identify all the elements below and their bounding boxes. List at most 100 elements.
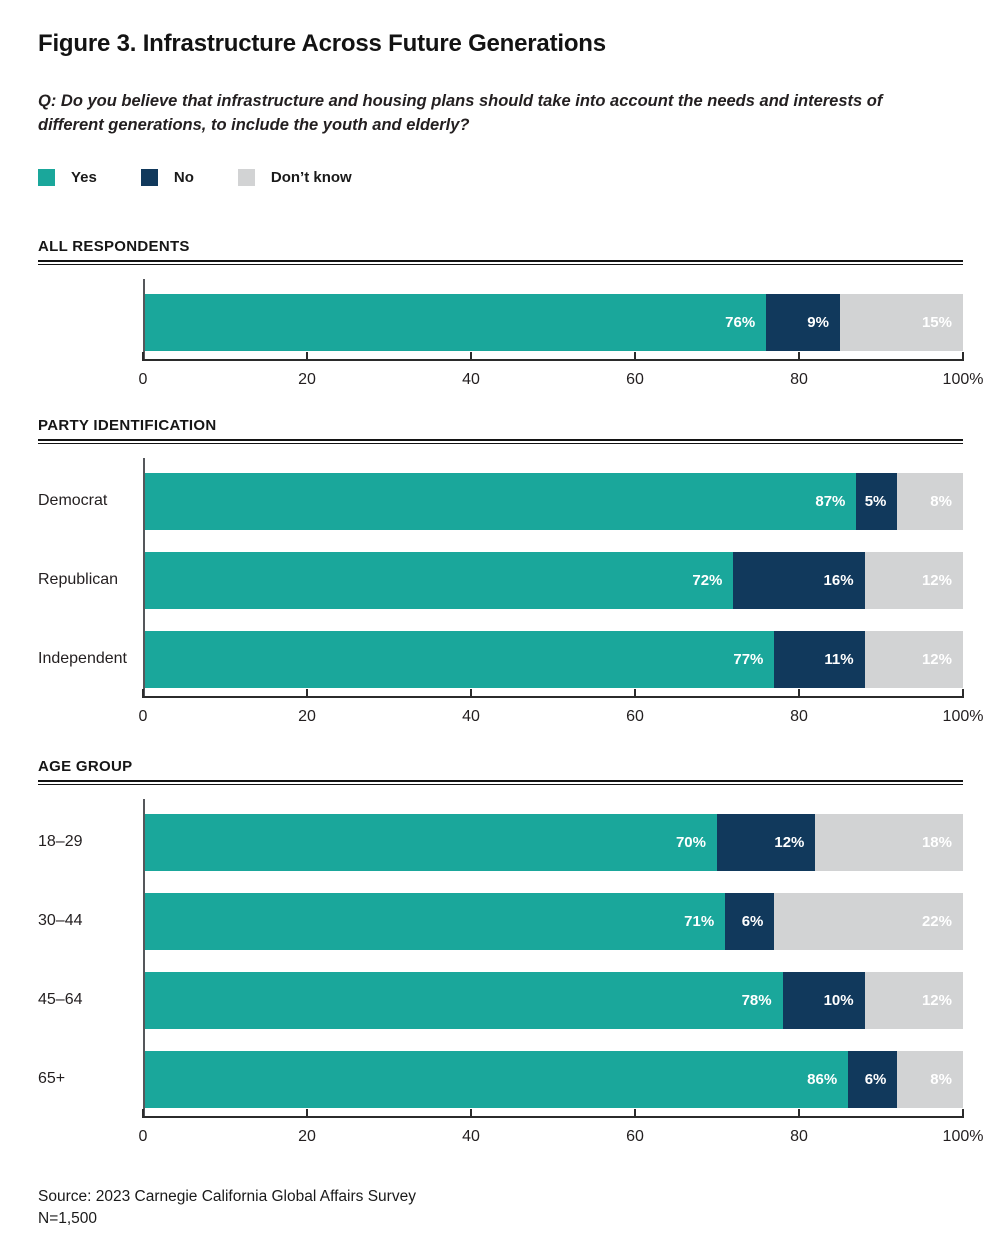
- axis-tick: [962, 1108, 964, 1118]
- axis-tick: [142, 351, 144, 361]
- stacked-bar: 78% 10% 12%: [143, 971, 963, 1029]
- axis-tick: [798, 1108, 800, 1118]
- x-axis-line: [142, 688, 964, 698]
- x-axis-labels: 0 20 40 60 80 100%: [139, 370, 984, 391]
- section-rule: [38, 259, 963, 265]
- legend-label: Don’t know: [270, 168, 352, 186]
- legend-swatch-icon: [140, 168, 158, 186]
- survey-question: Q: Do you believe that infrastructure an…: [38, 92, 883, 134]
- segment-yes: 76%: [143, 293, 767, 351]
- category-label: 18–29: [38, 833, 83, 851]
- axis-tick: [306, 1108, 308, 1118]
- stacked-bar: 77% 11% 12%: [143, 630, 963, 688]
- segment-value-label: 12%: [921, 650, 952, 668]
- segment-yes: 70%: [143, 813, 717, 871]
- axis-tick: [306, 688, 308, 698]
- legend-item-don-t-know: Don’t know: [237, 168, 352, 186]
- segment-value-label: 5%: [864, 492, 887, 510]
- category-label: 65+: [38, 1070, 66, 1088]
- bar-row: 45–64 78% 10% 12%: [38, 971, 963, 1029]
- bar-row: 18–29 70% 12% 18%: [38, 813, 963, 871]
- segment-dont-know: 12%: [864, 551, 963, 609]
- section-heading: AGE GROUP: [38, 757, 133, 775]
- axis-tick-label: 20: [298, 370, 316, 388]
- legend-item-no: No: [140, 168, 194, 186]
- segment-value-label: 12%: [774, 833, 805, 851]
- segment-no: 16%: [733, 551, 865, 609]
- bars-area: Democrat 87% 5% 8% Republican 72% 16% 12% Indepe…: [38, 444, 963, 696]
- axis-tick-label: 100%: [942, 370, 984, 388]
- segment-no: 6%: [848, 1050, 898, 1108]
- segment-value-label: 12%: [921, 991, 952, 1009]
- segment-value-label: 71%: [684, 912, 715, 930]
- segment-value-label: 15%: [921, 313, 952, 331]
- section-heading: ALL RESPONDENTS: [38, 237, 190, 255]
- bar-row: 76% 9% 15%: [38, 293, 963, 351]
- axis-tick: [962, 688, 964, 698]
- segment-value-label: 76%: [725, 313, 756, 331]
- section-plot: Democrat 87% 5% 8% Republican 72% 16% 12% Indepe…: [38, 444, 983, 728]
- segment-no: 9%: [766, 293, 840, 351]
- bar-row: Independent 77% 11% 12%: [38, 630, 963, 688]
- category-label: Independent: [38, 650, 127, 668]
- axis-tick-label: 40: [462, 1127, 480, 1145]
- section-rule: [38, 779, 963, 785]
- segment-value-label: 72%: [692, 571, 723, 589]
- stacked-bar: 72% 16% 12%: [143, 551, 963, 609]
- segment-value-label: 22%: [921, 912, 952, 930]
- axis-tick: [142, 688, 144, 698]
- y-axis-line: [143, 798, 145, 1116]
- segment-value-label: 8%: [930, 1070, 952, 1088]
- segment-value-label: 16%: [823, 571, 854, 589]
- section-plot: 76% 9% 15% 0 20 40 60 80 100%: [38, 265, 984, 391]
- axis-tick: [634, 351, 636, 361]
- segment-value-label: 12%: [921, 571, 952, 589]
- section-heading: PARTY IDENTIFICATION: [38, 416, 217, 434]
- source-block: Source: 2023 Carnegie California Global …: [38, 1186, 963, 1230]
- segment-value-label: 11%: [824, 650, 854, 668]
- section-party-identification: PARTY IDENTIFICATION Democrat 87% 5% 8% Repub…: [38, 416, 983, 728]
- segment-value-label: 6%: [741, 912, 764, 930]
- axis-tick-label: 20: [298, 707, 316, 725]
- bar-row: Republican 72% 16% 12%: [38, 551, 963, 609]
- segment-value-label: 6%: [864, 1070, 887, 1088]
- segment-yes: 71%: [143, 892, 726, 950]
- stacked-bar: 71% 6% 22%: [143, 892, 963, 950]
- segment-yes: 87%: [143, 472, 857, 530]
- source-note: Source: 2023 Carnegie California Global …: [38, 1187, 416, 1205]
- segment-value-label: 10%: [823, 991, 854, 1009]
- axis-tick-label: 100%: [942, 1127, 984, 1145]
- segment-value-label: 77%: [733, 650, 764, 668]
- x-axis-labels: 0 20 40 60 80 100%: [139, 1127, 984, 1148]
- axis-tick-label: 0: [138, 1127, 148, 1145]
- axis-tick-label: 20: [298, 1127, 316, 1145]
- figure-title: Figure 3. Infrastructure Across Future G…: [38, 30, 606, 57]
- segment-dont-know: 22%: [774, 892, 963, 950]
- segment-value-label: 86%: [807, 1070, 838, 1088]
- y-axis-line: [143, 278, 145, 359]
- segment-value-label: 9%: [807, 313, 829, 331]
- chart-sections: ALL RESPONDENTS 76% 9% 15% 0 20 40 60 80 100% PART…: [38, 237, 984, 1148]
- bar-row: 65+ 86% 6% 8%: [38, 1050, 963, 1108]
- category-label: 45–64: [38, 991, 83, 1009]
- axis-tick-label: 40: [462, 707, 480, 725]
- segment-no: 12%: [717, 813, 816, 871]
- stacked-bar: 76% 9% 15%: [143, 293, 963, 351]
- segment-yes: 72%: [143, 551, 734, 609]
- legend-label: Yes: [71, 168, 97, 186]
- segment-value-label: 70%: [675, 833, 706, 851]
- segment-no: 5%: [856, 472, 898, 530]
- segment-value-label: 8%: [930, 492, 952, 510]
- axis-tick-label: 100%: [942, 707, 984, 725]
- axis-tick-label: 80: [790, 707, 808, 725]
- legend-item-yes: Yes: [38, 168, 97, 186]
- segment-dont-know: 12%: [864, 971, 963, 1029]
- legend-swatch-icon: [237, 168, 255, 186]
- segment-no: 10%: [782, 971, 865, 1029]
- category-label: 30–44: [38, 912, 83, 930]
- x-axis-line: [142, 1108, 964, 1118]
- axis-tick-label: 60: [626, 707, 644, 725]
- axis-tick: [798, 688, 800, 698]
- section-all-respondents: ALL RESPONDENTS 76% 9% 15% 0 20 40 60 80 100%: [38, 237, 984, 391]
- axis-tick: [634, 688, 636, 698]
